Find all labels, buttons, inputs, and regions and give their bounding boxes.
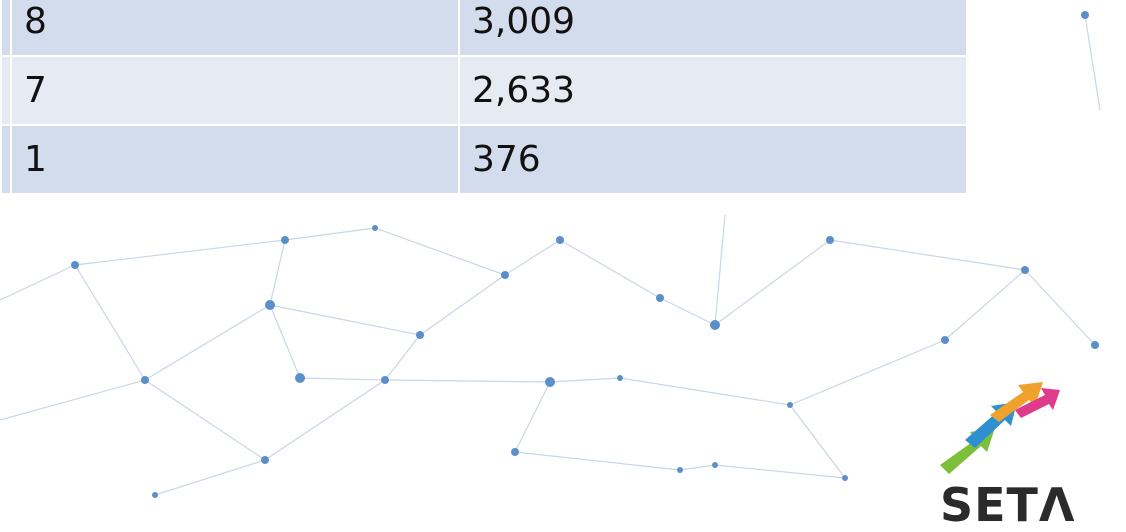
table-cell: 376 (459, 125, 967, 194)
table-cell: 3,009 (459, 0, 967, 56)
table-cell: 2,633 (459, 56, 967, 125)
table-cell: 1 (11, 125, 459, 194)
table-cell (1, 125, 11, 194)
table-cell: 8 (11, 0, 459, 56)
slide: {"table": {"rows": [["8", "3,009"], ["7"… (0, 0, 1126, 532)
table-cell (1, 0, 11, 56)
logo-text: SETΛ (940, 478, 1076, 532)
table-cell: 7 (11, 56, 459, 125)
table-cell (1, 56, 11, 125)
